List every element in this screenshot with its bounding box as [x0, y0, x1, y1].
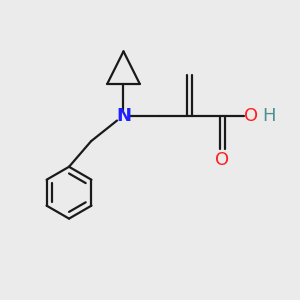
- Text: O: O: [244, 107, 258, 125]
- Text: O: O: [215, 151, 229, 169]
- Text: N: N: [116, 107, 131, 125]
- Text: H: H: [262, 107, 275, 125]
